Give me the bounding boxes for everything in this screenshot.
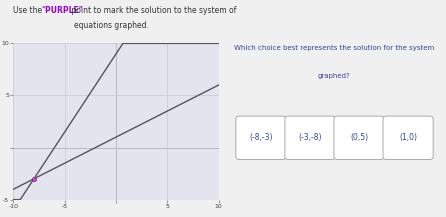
Text: "PURPLE": "PURPLE" [41, 6, 83, 15]
FancyBboxPatch shape [285, 116, 335, 159]
Text: (-8,-3): (-8,-3) [249, 133, 273, 142]
Text: (1,0): (1,0) [399, 133, 417, 142]
Text: (-3,-8): (-3,-8) [298, 133, 322, 142]
Text: Which choice best represents the solution for the system: Which choice best represents the solutio… [235, 45, 434, 51]
Text: point to mark the solution to the system of: point to mark the solution to the system… [69, 6, 236, 15]
FancyBboxPatch shape [383, 116, 433, 159]
Text: graphed?: graphed? [318, 73, 351, 79]
Text: (0,5): (0,5) [350, 133, 368, 142]
FancyBboxPatch shape [236, 116, 286, 159]
Text: equations graphed.: equations graphed. [74, 21, 149, 30]
FancyBboxPatch shape [334, 116, 384, 159]
Text: Use the: Use the [13, 6, 45, 15]
